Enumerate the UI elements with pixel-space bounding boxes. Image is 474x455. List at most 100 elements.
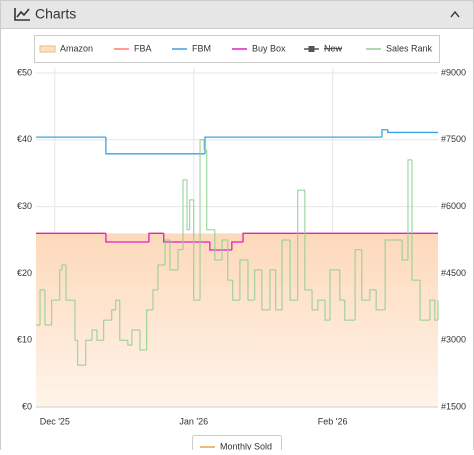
step-segment — [339, 269, 345, 301]
step-segment — [189, 199, 194, 230]
step-segment — [344, 300, 356, 321]
panel-header[interactable] — [0, 0, 474, 29]
step-segment — [65, 264, 75, 301]
step-segment — [105, 137, 205, 155]
step-segment — [164, 239, 170, 265]
step-segment — [232, 280, 240, 301]
step-segment — [227, 240, 233, 281]
step-segment — [44, 289, 52, 326]
legend-label[interactable]: Sales Rank — [386, 43, 433, 53]
y2-tick-label: #4500 — [441, 268, 466, 278]
step-segment — [401, 240, 408, 261]
step-segment — [105, 233, 149, 243]
legend-marker — [308, 46, 315, 52]
step-segment — [59, 269, 62, 301]
step-segment — [381, 129, 388, 138]
legend-label[interactable]: Buy Box — [252, 43, 286, 53]
step-segment — [96, 329, 104, 341]
step-segment — [311, 289, 318, 311]
step-segment — [369, 289, 377, 301]
panel-title: Charts — [35, 6, 76, 22]
y2-tick-label: #1500 — [441, 401, 466, 411]
step-segment — [182, 179, 188, 250]
step-segment — [221, 239, 228, 261]
step-segment — [85, 339, 93, 366]
y2-tick-label: #3000 — [441, 335, 466, 345]
step-segment — [177, 249, 183, 270]
step-segment — [39, 289, 45, 326]
step-segment — [361, 249, 370, 301]
step-segment — [111, 309, 116, 321]
legend-label[interactable]: FBA — [134, 43, 152, 53]
area — [36, 233, 438, 407]
y-tick-label: €30 — [17, 201, 32, 211]
step-segment — [269, 269, 276, 310]
step-segment — [203, 139, 207, 151]
step-segment — [206, 150, 215, 231]
step-segment — [429, 299, 435, 321]
step-segment — [91, 329, 97, 341]
y-tick-label: €50 — [17, 67, 32, 77]
step-segment — [157, 264, 166, 290]
step-segment — [77, 340, 86, 366]
step-segment — [103, 319, 112, 341]
step-segment — [419, 280, 430, 321]
y-tick-label: €0 — [22, 401, 32, 411]
step-segment — [199, 139, 205, 301]
y-tick-label: €20 — [17, 268, 32, 278]
step-segment — [304, 190, 313, 291]
step-segment — [115, 299, 120, 310]
step-segment — [61, 264, 67, 270]
step-segment — [186, 179, 190, 231]
step-segment — [289, 240, 298, 301]
step-segment — [239, 259, 248, 301]
y-tick-label: €10 — [17, 335, 32, 345]
y-tick-label: €40 — [17, 134, 32, 144]
x-tick-label: Jan '26 — [179, 416, 208, 426]
monthly-sold-label: Monthly Sold — [220, 441, 272, 450]
step-segment — [193, 199, 201, 301]
step-segment — [384, 239, 395, 310]
legend-label[interactable]: FBM — [192, 43, 211, 53]
x-tick-label: Dec '25 — [40, 416, 70, 426]
step-segment — [434, 300, 438, 321]
step-segment — [261, 269, 270, 311]
step-segment — [247, 260, 255, 301]
y2-tick-label: #9000 — [441, 67, 466, 77]
step-segment — [329, 269, 340, 321]
step-segment — [297, 189, 305, 301]
step-segment — [209, 242, 232, 251]
x-tick-label: Feb '26 — [318, 416, 348, 426]
step-segment — [127, 340, 132, 346]
step-segment — [281, 239, 291, 310]
step-segment — [324, 300, 330, 321]
step-segment — [169, 240, 179, 271]
legend-label[interactable]: New — [324, 43, 343, 53]
legend-swatch — [39, 45, 56, 53]
step-segment — [214, 229, 222, 261]
step-segment — [411, 159, 421, 281]
step-segment — [74, 300, 78, 341]
step-segment — [131, 329, 140, 346]
step-segment — [148, 232, 164, 243]
legend-label[interactable]: Amazon — [60, 43, 93, 53]
step-segment — [139, 329, 147, 351]
step-segment — [354, 249, 362, 321]
y2-tick-label: #6000 — [441, 201, 466, 211]
step-segment — [275, 269, 283, 311]
step-segment — [163, 233, 210, 243]
step-segment — [407, 159, 413, 261]
step-segment — [152, 289, 158, 310]
step-segment — [254, 269, 262, 301]
step-segment — [242, 232, 438, 243]
step-segment — [51, 299, 60, 326]
step-segment — [317, 299, 326, 310]
y2-tick-label: #7500 — [441, 134, 466, 144]
step-segment — [387, 129, 438, 134]
step-segment — [204, 136, 382, 154]
step-segment — [146, 309, 153, 350]
step-segment — [119, 300, 128, 341]
collapse-caret[interactable] — [450, 10, 460, 18]
